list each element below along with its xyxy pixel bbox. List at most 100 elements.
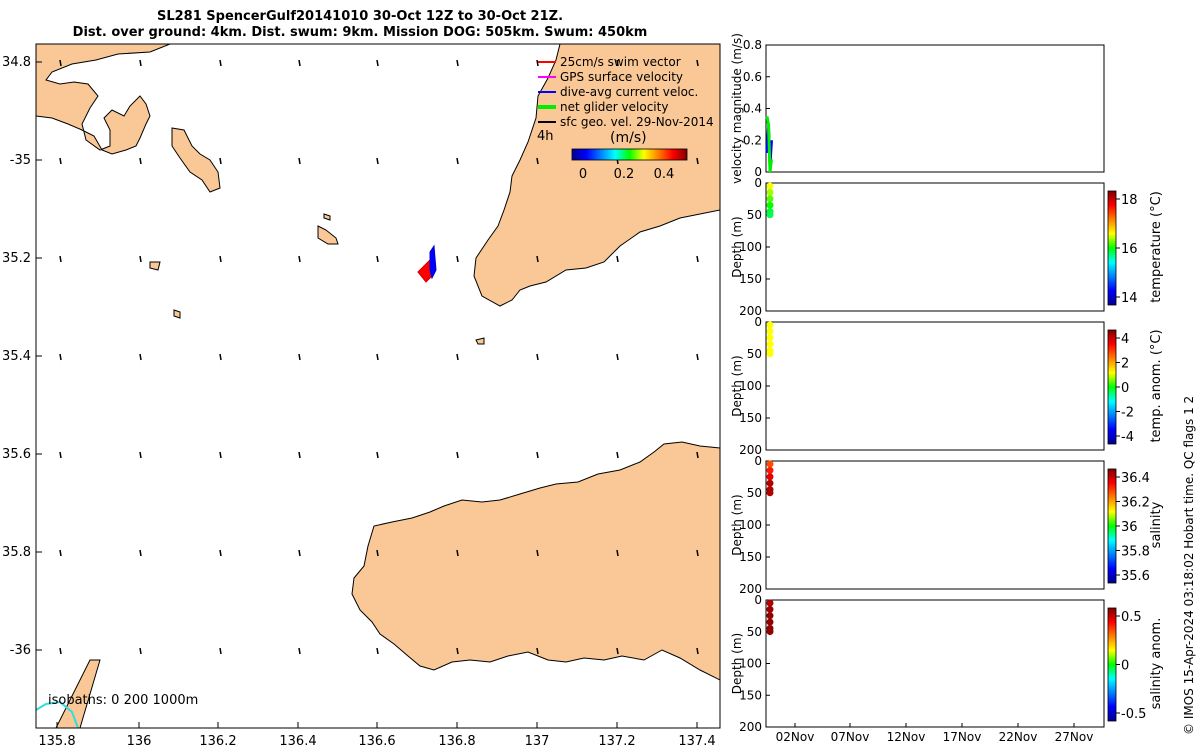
- land-yorke-peninsula: [36, 44, 171, 155]
- panel-frame: [765, 321, 1105, 451]
- profile-point: [766, 340, 774, 348]
- sfc-velocity-vector: [219, 647, 222, 655]
- sfc-velocity-vector: [536, 647, 539, 655]
- colorbar-tick-label: -2: [1121, 406, 1134, 421]
- sfc-velocity-vector: [219, 549, 222, 557]
- sfc-velocity-vector: [616, 353, 619, 361]
- y-tick-label: 100: [739, 379, 762, 393]
- speed-colorbar: 0 0.2 0.4: [571, 148, 688, 182]
- sfc-velocity-vector: [456, 451, 459, 459]
- sfc-velocity-vector: [376, 647, 379, 655]
- x-tick-label: 07Nov: [831, 730, 870, 744]
- panel-1: 0.8 0.6 0.4 0.2 0 velocity magnitude (m/s): [730, 33, 1105, 184]
- map-x-tick-label: 137.2: [598, 734, 635, 749]
- land-islet-1: [317, 225, 339, 245]
- sfc-velocity-vector: [536, 451, 539, 459]
- colorbar-tick-label: 0: [1121, 659, 1129, 674]
- sfc-velocity-vector: [59, 59, 62, 67]
- chart-subtitle: Dist. over ground: 4km. Dist. swum: 9km.…: [72, 25, 648, 40]
- land-fleurieu-peninsula: [473, 44, 720, 307]
- colorbar-tick-label: 16: [1121, 242, 1138, 257]
- profile-point: [766, 460, 774, 468]
- x-tick-label: 27Nov: [1055, 730, 1094, 744]
- y-tick-label: 0: [754, 315, 762, 329]
- map-y-axis: 34.8 -35 35.2 35.4 35.6 35.8 -36: [2, 55, 42, 658]
- colorbar-label: salinity anom.: [1149, 618, 1164, 710]
- map-x-tick-label: 137.4: [678, 734, 715, 749]
- land-islet-5: [323, 213, 331, 221]
- panel-colorbar: [1107, 329, 1117, 445]
- sfc-velocity-vector: [139, 549, 142, 557]
- y-axis-label: Depth (m): [730, 494, 744, 555]
- sfc-velocity-vector: [536, 255, 539, 263]
- legend-label: GPS surface velocity: [560, 70, 683, 84]
- y-tick-label: 200: [739, 720, 762, 734]
- profile-point: [766, 334, 774, 342]
- sfc-velocity-vector: [139, 353, 142, 361]
- map-x-tick-label: 136.6: [358, 734, 395, 749]
- panel-frame: [765, 44, 1105, 173]
- sfc-velocity-vector: [59, 353, 62, 361]
- sfc-velocity-vector: [616, 451, 619, 459]
- map-y-tick-label: -36: [10, 643, 31, 658]
- colorbar-tick-label: -0.5: [1121, 707, 1146, 722]
- y-tick-label: 0.4: [743, 102, 762, 116]
- land-layer: [36, 44, 720, 728]
- x-tick-label: 22Nov: [999, 730, 1038, 744]
- land-islet-6: [55, 659, 101, 728]
- panel-colorbar: [1107, 190, 1117, 306]
- legend-label: 25cm/s swim vector: [560, 55, 681, 69]
- sfc-velocity-vector: [139, 59, 142, 67]
- colorbar-tick-label: 36.4: [1121, 471, 1150, 486]
- y-tick-label: 0: [754, 454, 762, 468]
- map-y-tick-label: 35.2: [2, 251, 31, 266]
- y-axis-label: Depth (m): [730, 633, 744, 694]
- y-tick-label: 0.6: [743, 70, 762, 84]
- map-y-tick-label: 35.6: [2, 447, 31, 462]
- map-x-tick-label: 136.2: [199, 734, 236, 749]
- map-y-tick-label: -35: [10, 153, 31, 168]
- map-y-tick-label: 35.8: [2, 545, 31, 560]
- land-kangaroo-island: [351, 441, 720, 681]
- sfc-velocity-vector: [298, 451, 301, 459]
- land-island-tip: [171, 127, 221, 193]
- sfc-velocity-vector: [376, 255, 379, 263]
- colorbar-tick-label: 35.6: [1121, 569, 1150, 584]
- map-x-tick-label: 135.8: [38, 734, 75, 749]
- panel-4: 0 50 100 150 200 Depth (m) 36.4 36.2 36 35.8 35.6 s…: [730, 454, 1164, 596]
- map-panel: 135.8 136 136.2 136.4 136.6 136.8 137 137.2 137.…: [2, 43, 721, 749]
- profile-point: [766, 489, 774, 497]
- colorbar-label: temp. anom. (°C): [1149, 329, 1164, 442]
- profile-point: [766, 211, 774, 219]
- colorbar-tick-label: 0: [579, 167, 587, 182]
- profile-point: [766, 321, 774, 329]
- profile-point: [766, 327, 774, 335]
- sfc-velocity-vector: [219, 59, 222, 67]
- y-tick-label: 200: [739, 304, 762, 318]
- sfc-velocity-vector: [298, 59, 301, 67]
- profile-point: [766, 188, 774, 196]
- sfc-velocity-vector: [376, 59, 379, 67]
- sfc-velocity-vector: [696, 647, 699, 655]
- y-tick-label: 100: [739, 240, 762, 254]
- y-tick-label: 50: [747, 347, 762, 361]
- colorbar-gradient: [571, 148, 688, 161]
- panel-frame: [765, 599, 1105, 728]
- colorbar-tick-label: 36: [1121, 520, 1138, 535]
- x-tick-label: 12Nov: [887, 730, 926, 744]
- colorbar-tick-label: 4: [1121, 332, 1129, 347]
- land-islet-2: [149, 261, 161, 271]
- velocity-series-line: [765, 116, 773, 173]
- colorbar-tick-label: 18: [1121, 193, 1138, 208]
- profile-point: [766, 599, 774, 607]
- sfc-velocity-vector: [219, 255, 222, 263]
- sfc-velocity-vector: [696, 353, 699, 361]
- profile-point: [766, 605, 774, 613]
- panel-frame: [765, 460, 1105, 590]
- sfc-velocity-vector: [59, 157, 62, 165]
- colorbar-tick-label: 36.2: [1121, 496, 1150, 511]
- sfc-velocity-vector: [616, 647, 619, 655]
- y-tick-label: 0: [754, 593, 762, 607]
- sfc-velocity-vector: [456, 549, 459, 557]
